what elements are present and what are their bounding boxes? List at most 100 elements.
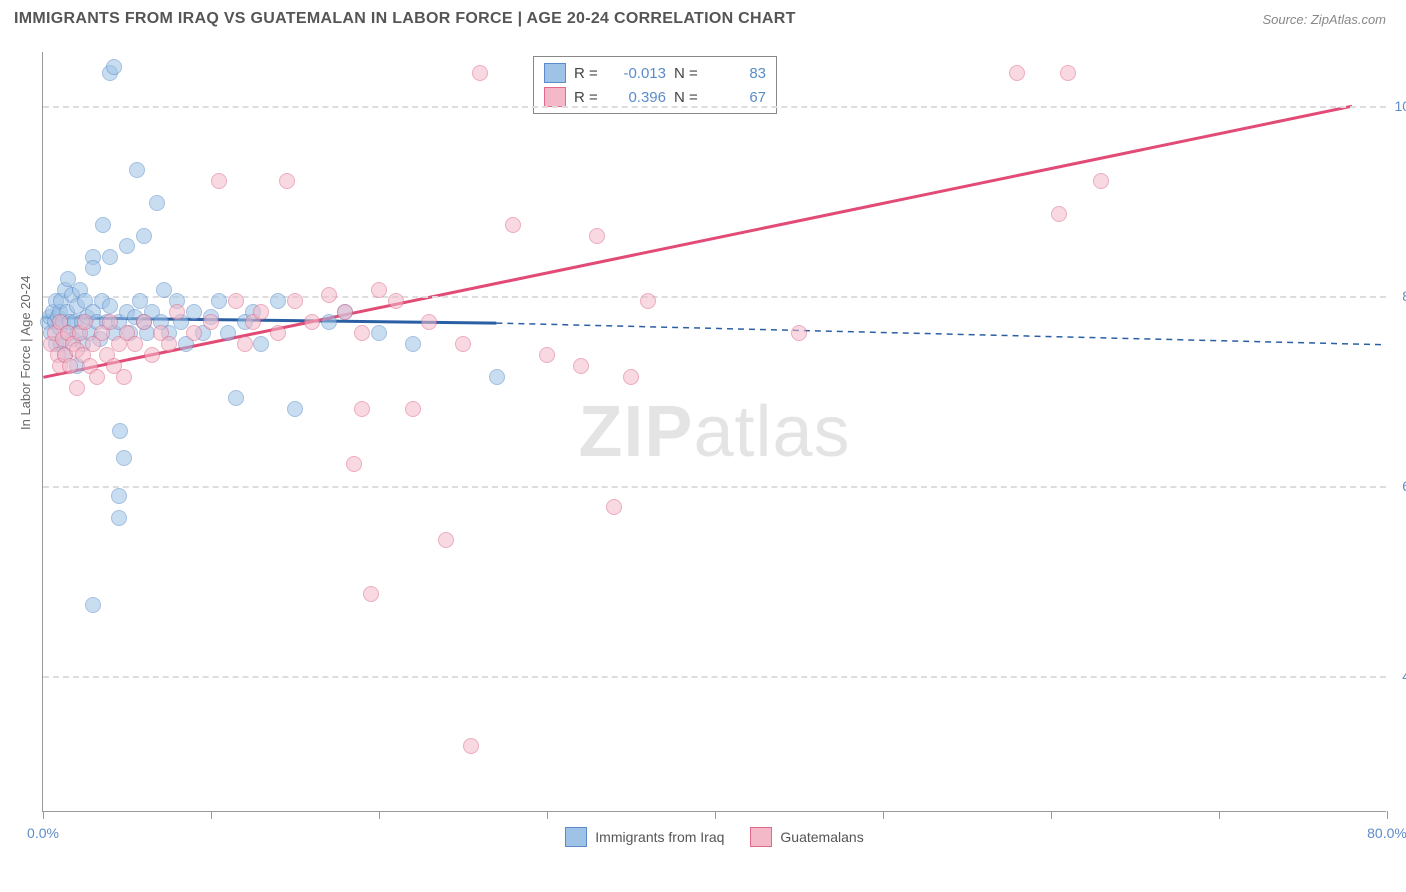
- data-point: [270, 325, 286, 341]
- n-value-guatemalan: 67: [710, 89, 766, 106]
- x-tick: [1387, 811, 1388, 819]
- data-point: [354, 325, 370, 341]
- swatch-guatemalan: [544, 87, 566, 107]
- x-tick-label: 80.0%: [1367, 825, 1406, 841]
- data-point: [186, 304, 202, 320]
- data-point: [220, 325, 236, 341]
- data-point: [321, 314, 337, 330]
- r-label: R =: [574, 65, 602, 82]
- y-tick-label: 47.5%: [1402, 668, 1406, 684]
- x-tick: [1051, 811, 1052, 819]
- data-point: [606, 499, 622, 515]
- series-legend: Immigrants from Iraq Guatemalans: [43, 827, 1386, 847]
- x-tick: [883, 811, 884, 819]
- data-point: [573, 358, 589, 374]
- data-point: [589, 228, 605, 244]
- y-tick-label: 100.0%: [1395, 98, 1406, 114]
- data-point: [463, 738, 479, 754]
- gridline: [43, 106, 1386, 108]
- data-point: [144, 347, 160, 363]
- r-value-guatemalan: 0.396: [610, 89, 666, 106]
- data-point: [304, 314, 320, 330]
- data-point: [1093, 173, 1109, 189]
- data-point: [116, 450, 132, 466]
- data-point: [116, 369, 132, 385]
- data-point: [129, 162, 145, 178]
- data-point: [85, 597, 101, 613]
- data-point: [279, 173, 295, 189]
- data-point: [211, 173, 227, 189]
- data-point: [102, 249, 118, 265]
- swatch-iraq: [544, 63, 566, 83]
- data-point: [228, 293, 244, 309]
- y-axis-label: In Labor Force | Age 20-24: [18, 276, 33, 430]
- y-tick-label: 82.5%: [1402, 288, 1406, 304]
- x-tick: [547, 811, 548, 819]
- data-point: [211, 293, 227, 309]
- data-point: [89, 369, 105, 385]
- data-point: [102, 298, 118, 314]
- legend-item: Guatemalans: [750, 827, 863, 847]
- data-point: [405, 401, 421, 417]
- gridline: [43, 486, 1386, 488]
- watermark: ZIPatlas: [578, 391, 850, 473]
- data-point: [363, 586, 379, 602]
- n-label: N =: [674, 65, 702, 82]
- legend-row-iraq: R = -0.013 N = 83: [544, 61, 766, 85]
- data-point: [62, 358, 78, 374]
- data-point: [136, 228, 152, 244]
- data-point: [149, 195, 165, 211]
- x-tick: [43, 811, 44, 819]
- data-point: [95, 217, 111, 233]
- data-point: [388, 293, 404, 309]
- data-point: [405, 336, 421, 352]
- data-point: [455, 336, 471, 352]
- data-point: [203, 314, 219, 330]
- data-point: [287, 401, 303, 417]
- data-point: [1051, 206, 1067, 222]
- n-label: N =: [674, 89, 702, 106]
- data-point: [85, 260, 101, 276]
- legend-swatch: [565, 827, 587, 847]
- data-point: [111, 488, 127, 504]
- data-point: [161, 336, 177, 352]
- data-point: [77, 314, 93, 330]
- data-point: [253, 336, 269, 352]
- data-point: [337, 304, 353, 320]
- data-point: [539, 347, 555, 363]
- data-point: [102, 314, 118, 330]
- legend-item: Immigrants from Iraq: [565, 827, 724, 847]
- x-tick: [715, 811, 716, 819]
- data-point: [421, 314, 437, 330]
- data-point: [270, 293, 286, 309]
- x-tick: [211, 811, 212, 819]
- r-value-iraq: -0.013: [610, 65, 666, 82]
- chart-header: IMMIGRANTS FROM IRAQ VS GUATEMALAN IN LA…: [0, 0, 1406, 36]
- data-point: [371, 325, 387, 341]
- data-point: [346, 456, 362, 472]
- data-point: [640, 293, 656, 309]
- trend-lines: [43, 52, 1386, 811]
- data-point: [169, 304, 185, 320]
- r-label: R =: [574, 89, 602, 106]
- data-point: [438, 532, 454, 548]
- data-point: [623, 369, 639, 385]
- chart-source: Source: ZipAtlas.com: [1262, 12, 1386, 27]
- data-point: [791, 325, 807, 341]
- legend-label: Guatemalans: [780, 829, 863, 845]
- data-point: [1060, 65, 1076, 81]
- data-point: [228, 390, 244, 406]
- data-point: [111, 510, 127, 526]
- data-point: [127, 336, 143, 352]
- data-point: [371, 282, 387, 298]
- data-point: [119, 238, 135, 254]
- data-point: [106, 59, 122, 75]
- data-point: [156, 282, 172, 298]
- data-point: [472, 65, 488, 81]
- legend-label: Immigrants from Iraq: [595, 829, 724, 845]
- data-point: [489, 369, 505, 385]
- data-point: [112, 423, 128, 439]
- x-tick-label: 0.0%: [27, 825, 59, 841]
- data-point: [136, 314, 152, 330]
- x-tick: [1219, 811, 1220, 819]
